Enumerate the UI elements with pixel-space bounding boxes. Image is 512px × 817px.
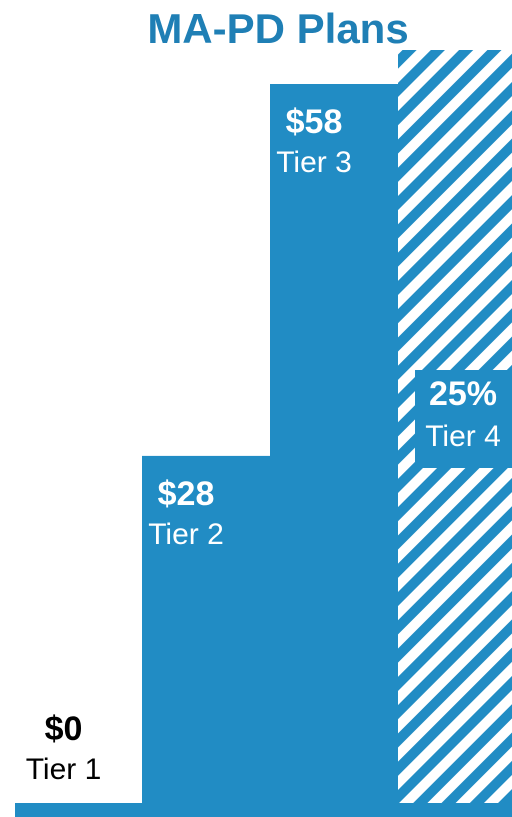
category-label: Tier 4: [425, 420, 501, 453]
bar: [142, 455, 270, 803]
category-label: Tier 2: [148, 518, 224, 551]
value-label: $28: [158, 475, 215, 513]
chart-title: MA-PD Plans: [147, 5, 408, 52]
category-label: Tier 1: [26, 753, 102, 786]
label-box: [415, 370, 512, 468]
baseline: [15, 803, 512, 817]
value-label: 25%: [429, 375, 497, 413]
bar: [270, 84, 398, 803]
value-label: $58: [286, 103, 343, 141]
category-label: Tier 3: [276, 146, 352, 179]
value-label: $0: [45, 710, 83, 748]
